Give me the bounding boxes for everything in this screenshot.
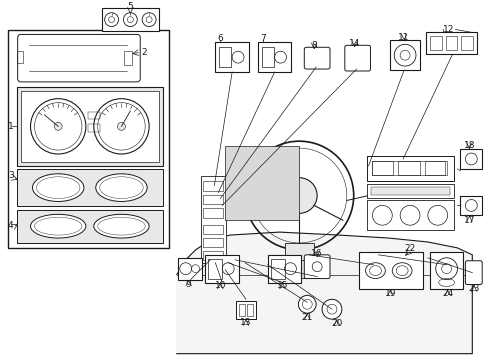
Circle shape	[281, 178, 317, 213]
Bar	[284, 243, 313, 265]
Text: 13: 13	[240, 318, 251, 327]
Text: 4: 4	[8, 221, 13, 230]
Text: 3: 3	[8, 171, 14, 180]
Ellipse shape	[32, 174, 84, 202]
Ellipse shape	[94, 214, 149, 238]
Bar	[279, 260, 319, 278]
Text: 23: 23	[468, 284, 479, 293]
Bar	[178, 258, 201, 280]
Bar	[124, 51, 132, 65]
Bar	[445, 36, 457, 50]
Bar	[17, 87, 163, 166]
Bar	[370, 186, 448, 194]
Bar	[371, 161, 392, 175]
Bar	[460, 195, 481, 215]
Bar	[203, 181, 223, 190]
Text: 8: 8	[311, 41, 316, 50]
Text: 17: 17	[463, 216, 474, 225]
Bar	[208, 259, 222, 279]
Bar	[270, 259, 284, 279]
Circle shape	[298, 295, 316, 313]
Text: 19: 19	[384, 289, 395, 298]
Bar	[205, 255, 239, 283]
Text: 24: 24	[441, 289, 452, 298]
Text: 10: 10	[214, 281, 225, 290]
Bar	[371, 161, 444, 175]
Text: 7: 7	[260, 34, 265, 43]
Bar	[389, 40, 419, 70]
FancyBboxPatch shape	[344, 45, 370, 71]
Bar	[397, 161, 419, 175]
Circle shape	[104, 13, 118, 27]
Bar	[366, 201, 452, 230]
Bar	[429, 252, 463, 289]
FancyBboxPatch shape	[18, 35, 140, 82]
Text: 15: 15	[276, 281, 288, 290]
Bar	[239, 304, 244, 316]
Text: 18: 18	[463, 141, 474, 150]
Bar	[200, 176, 226, 263]
Text: 2: 2	[141, 48, 147, 57]
Text: 5: 5	[127, 2, 133, 11]
Bar	[366, 156, 452, 181]
Bar	[366, 184, 452, 198]
Bar	[425, 32, 476, 54]
Circle shape	[322, 299, 341, 319]
Text: 6: 6	[217, 34, 223, 43]
Bar	[225, 146, 299, 220]
Text: 21: 21	[301, 312, 312, 321]
Bar	[261, 47, 273, 67]
Circle shape	[94, 99, 149, 154]
Text: 9: 9	[185, 280, 191, 289]
Bar	[424, 161, 446, 175]
Circle shape	[117, 122, 125, 130]
Ellipse shape	[96, 174, 147, 202]
Ellipse shape	[30, 214, 86, 238]
Bar	[88, 112, 100, 120]
Bar	[257, 42, 291, 72]
Bar	[460, 149, 481, 169]
Bar	[267, 255, 301, 283]
Bar	[102, 8, 159, 31]
Bar	[358, 252, 422, 289]
FancyBboxPatch shape	[304, 255, 329, 279]
Bar	[429, 36, 441, 50]
Text: 20: 20	[330, 319, 342, 328]
Bar	[219, 47, 231, 67]
Bar	[17, 51, 22, 63]
Circle shape	[30, 99, 86, 154]
FancyBboxPatch shape	[465, 261, 481, 284]
Bar	[203, 194, 223, 204]
Text: 1: 1	[8, 122, 14, 131]
Bar	[203, 208, 223, 218]
Bar	[17, 210, 163, 243]
FancyBboxPatch shape	[304, 47, 329, 69]
Bar	[215, 42, 248, 72]
Circle shape	[54, 122, 62, 130]
Bar	[203, 251, 223, 260]
Bar	[203, 238, 223, 247]
Text: 12: 12	[442, 25, 453, 34]
Text: 16: 16	[311, 249, 322, 258]
Text: 14: 14	[348, 39, 360, 48]
Circle shape	[142, 13, 156, 27]
Bar	[17, 169, 163, 206]
Bar	[20, 91, 159, 162]
Circle shape	[123, 13, 137, 27]
Text: 22: 22	[404, 244, 415, 253]
Bar	[88, 124, 100, 132]
Bar	[236, 301, 255, 319]
Bar	[8, 31, 168, 248]
Polygon shape	[177, 232, 471, 354]
Bar	[203, 225, 223, 234]
Bar	[246, 304, 252, 316]
Text: 11: 11	[398, 33, 409, 42]
Bar	[461, 36, 472, 50]
